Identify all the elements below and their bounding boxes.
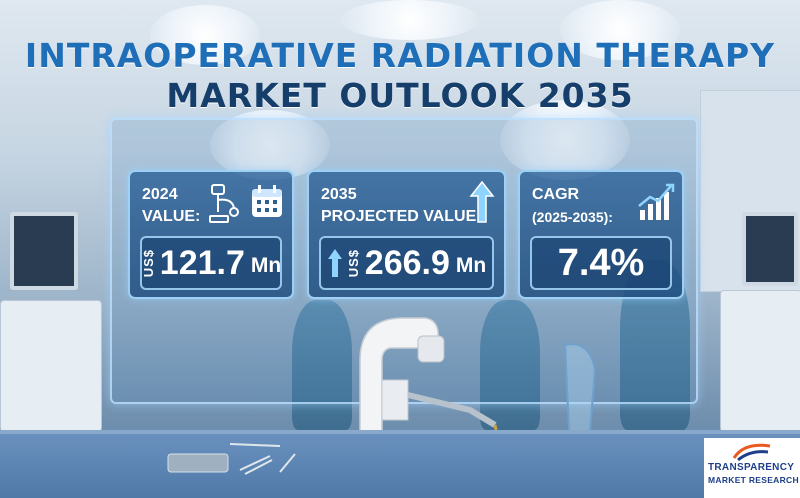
instrument-table — [0, 434, 800, 498]
device-icon — [209, 184, 239, 223]
small-arrow-up-icon — [327, 249, 342, 277]
card-label: CAGR (2025-2035): — [532, 184, 613, 228]
card-label-period: (2025-2035): — [532, 209, 613, 225]
card-label-text: VALUE: — [142, 208, 201, 225]
value-box: US$ 266.9 Mn — [319, 236, 494, 290]
calendar-icon — [252, 185, 282, 217]
stat-card-cagr: CAGR (2025-2035): 7.4% — [518, 170, 684, 299]
card-label-text: PROJECTED VALUE: — [321, 208, 482, 225]
card-label-title: CAGR — [532, 186, 580, 203]
value-unit: Mn — [250, 254, 282, 277]
currency-label: US$ — [345, 248, 361, 278]
value-number: 121.7 — [159, 243, 245, 282]
value-box: 7.4% — [530, 236, 672, 290]
surgical-instruments — [167, 443, 296, 475]
title-line1: INTRAOPERATIVE RADIATION THERAPY — [24, 36, 776, 75]
stat-card-2035-projected: 2035 PROJECTED VALUE: US$ 266.9 Mn — [307, 170, 506, 299]
value-number: 266.9 — [364, 243, 450, 282]
table-edge — [0, 430, 800, 436]
value-number: 7.4% — [557, 241, 645, 284]
brand-logo: TRANSPARENCY MARKET RESEARCH — [704, 438, 800, 498]
value-unit: Mn — [455, 254, 487, 277]
growth-chart-icon — [638, 183, 675, 220]
card-label: 2024 VALUE: — [142, 184, 200, 228]
card-label: 2035 PROJECTED VALUE: — [321, 184, 482, 228]
card-label-year: 2035 — [321, 186, 357, 203]
logo-text-line2: MARKET RESEARCH — [708, 475, 799, 485]
logo-swirl-icon — [732, 443, 771, 462]
currency-label: US$ — [140, 248, 156, 278]
logo-text-line1: TRANSPARENCY — [708, 462, 795, 473]
title-line2: MARKET OUTLOOK 2035 — [166, 76, 634, 115]
stat-card-2024-value: 2024 VALUE: US$ 121.7 Mn — [128, 170, 294, 299]
arrow-up-icon — [469, 180, 495, 223]
value-box: US$ 121.7 Mn — [140, 236, 282, 290]
card-label-year: 2024 — [142, 186, 178, 203]
